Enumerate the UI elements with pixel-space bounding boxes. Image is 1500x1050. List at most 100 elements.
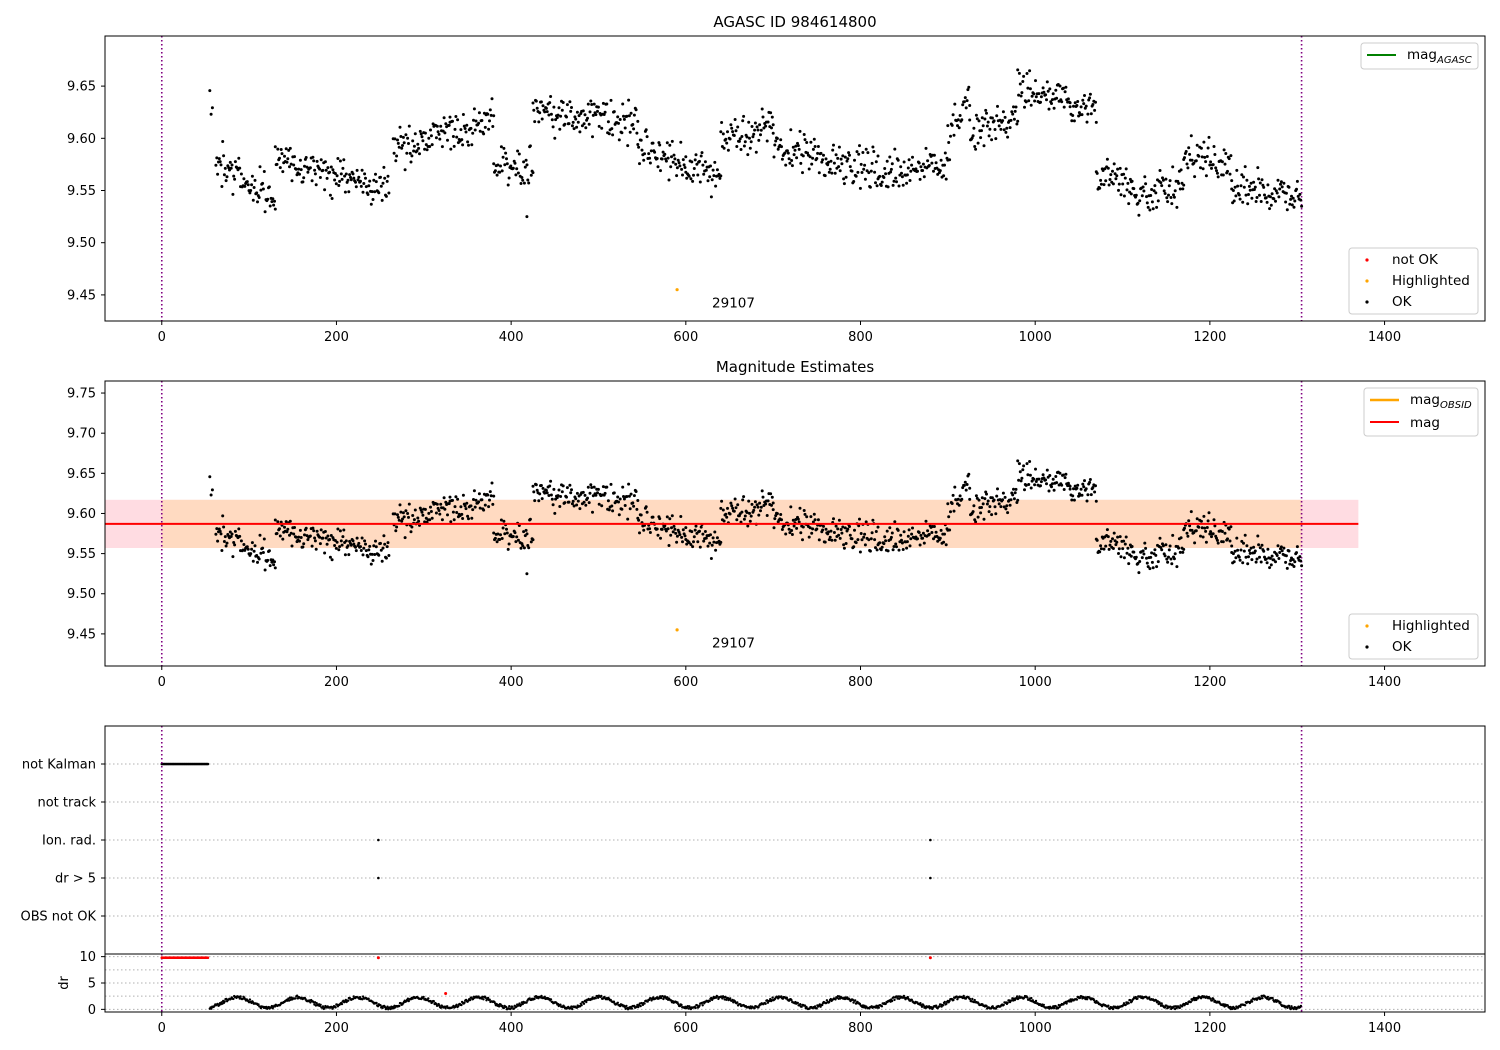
dr-point [1163, 1006, 1167, 1009]
ok-point [409, 160, 413, 164]
dr-point [429, 999, 432, 1003]
flags-data-points [160, 726, 1303, 954]
ok-point [339, 539, 343, 543]
ok-point [938, 536, 942, 540]
ok-point [1122, 539, 1126, 543]
ok-point [281, 170, 285, 174]
ok-point [396, 141, 400, 145]
ok-point [1231, 552, 1235, 556]
legend-frame [1360, 42, 1479, 70]
ok-point [384, 194, 388, 198]
ok-point [703, 160, 707, 164]
ok-point [997, 124, 1001, 128]
ok-point [354, 180, 357, 184]
ok-point [667, 544, 671, 547]
ok-point [1002, 505, 1006, 509]
ok-point [1018, 82, 1022, 86]
ok-point [565, 115, 568, 119]
ok-point [451, 510, 455, 514]
ok-point [1226, 169, 1229, 173]
ok-point [306, 538, 310, 542]
ok-point [840, 162, 844, 166]
dr-point [482, 998, 485, 1001]
ok-point [491, 502, 495, 506]
ok-point [1194, 159, 1198, 163]
ok-point [1236, 184, 1240, 188]
ok-point [1088, 96, 1092, 100]
ok-point [1272, 197, 1276, 201]
ok-point [743, 140, 747, 144]
ok-point [639, 138, 643, 142]
ok-point [1121, 547, 1125, 551]
ok-point [1130, 545, 1134, 548]
ok-point [523, 165, 527, 169]
ok-point [1208, 163, 1212, 167]
ok-point [1093, 108, 1097, 112]
ok-point [1270, 192, 1274, 196]
ok-point [249, 552, 253, 556]
ok-point [1204, 529, 1208, 533]
ok-point [1027, 99, 1031, 103]
ok-point [808, 155, 812, 159]
ok-point [478, 506, 482, 510]
ok-point [545, 110, 549, 114]
ok-point [1107, 547, 1111, 551]
ok-point [694, 153, 698, 157]
ok-point [1140, 194, 1144, 198]
ok-point [618, 497, 622, 501]
ok-point [1070, 498, 1074, 502]
dr-point [549, 998, 553, 1001]
ok-point [477, 121, 481, 125]
ok-point [565, 495, 568, 499]
ok-point [992, 498, 996, 502]
ok-point [298, 158, 302, 162]
x-tick-label: 1000 [1019, 675, 1052, 690]
ok-point [1224, 152, 1228, 155]
ok-point [487, 127, 491, 131]
ok-point [337, 184, 341, 187]
ok-point [588, 491, 592, 495]
ok-point [575, 110, 579, 114]
ok-point [948, 158, 952, 162]
dr-point [502, 1006, 505, 1010]
ok-point [488, 498, 491, 502]
ok-point [670, 139, 674, 143]
ok-point [741, 498, 745, 502]
ok-point [544, 106, 548, 110]
ok-point [276, 520, 280, 524]
ok-point [871, 145, 875, 149]
ok-point [1213, 524, 1217, 528]
x-tick-label: 1400 [1368, 675, 1401, 690]
ok-point [1202, 140, 1206, 144]
ok-point [844, 175, 848, 179]
ok-point [702, 539, 706, 543]
ok-point [684, 526, 688, 530]
ok-point [692, 540, 695, 544]
ok-point [710, 178, 714, 182]
ok-point [815, 527, 819, 531]
ok-point [845, 159, 849, 163]
ok-point [586, 116, 589, 120]
ok-point [1209, 160, 1213, 164]
ok-point [1200, 526, 1204, 530]
ok-point [1156, 199, 1160, 203]
ok-point [673, 157, 677, 161]
ok-point [848, 525, 851, 528]
ok-point [592, 102, 596, 106]
ok-point [498, 538, 502, 541]
ok-point [1083, 94, 1086, 97]
ok-point [612, 110, 616, 114]
ok-point [901, 183, 905, 187]
ok-point [1172, 557, 1176, 561]
ok-point [439, 124, 443, 128]
ok-point [297, 535, 301, 539]
ok-point [222, 540, 226, 543]
ok-point [1083, 479, 1086, 483]
ok-point [671, 160, 675, 164]
ok-point [1175, 205, 1179, 209]
dr-point [757, 1006, 760, 1009]
ok-point [738, 137, 742, 141]
ok-point [1235, 168, 1239, 172]
ok-point [449, 147, 453, 151]
ok-point [1051, 92, 1055, 96]
